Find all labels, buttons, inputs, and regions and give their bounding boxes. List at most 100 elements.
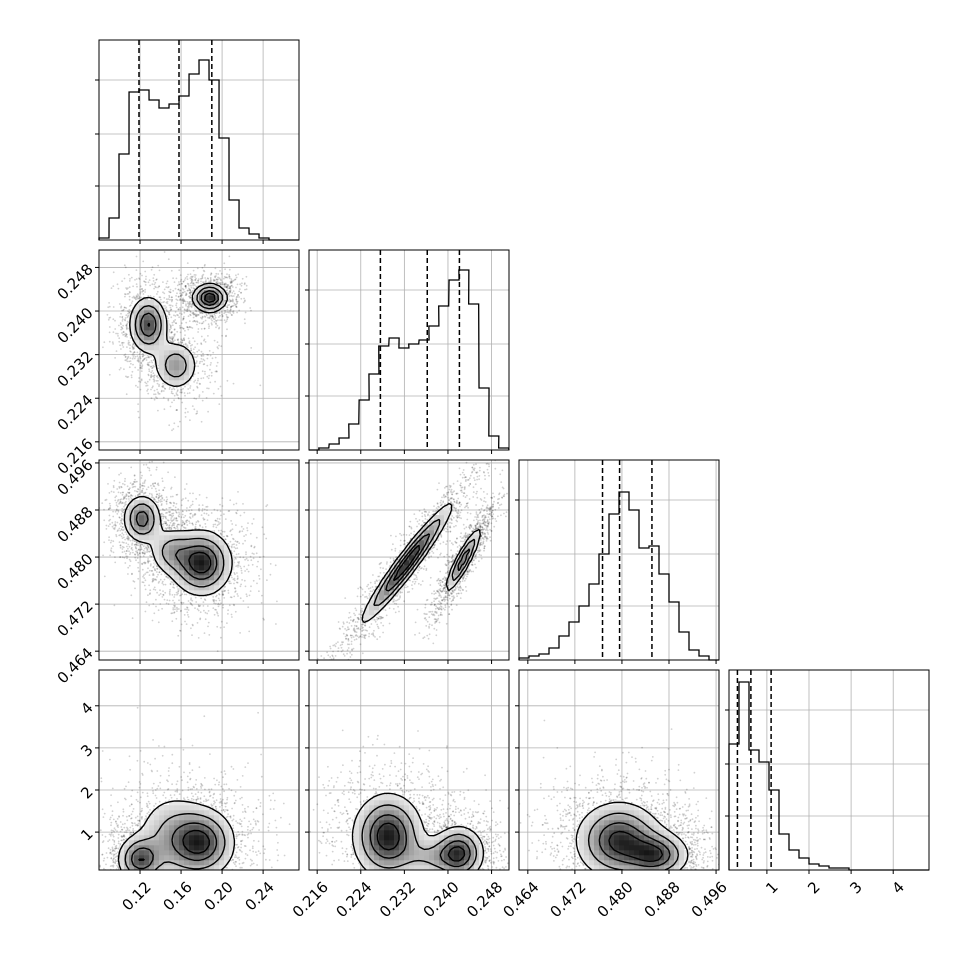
sample-point — [142, 561, 145, 564]
density-cell — [149, 335, 155, 341]
sample-point — [185, 483, 188, 485]
sample-point — [173, 517, 176, 520]
sample-point — [210, 374, 213, 377]
sample-point — [164, 307, 167, 310]
density-cell — [199, 305, 205, 311]
sample-point — [129, 539, 132, 542]
sample-point — [191, 599, 194, 602]
sample-point — [226, 285, 229, 288]
sample-point — [121, 522, 123, 525]
sample-point — [183, 590, 185, 593]
sample-point — [126, 491, 129, 494]
sample-point — [133, 474, 136, 477]
sample-point — [150, 268, 153, 271]
sample-point — [235, 303, 238, 306]
density-cell — [154, 315, 160, 321]
sample-point — [160, 503, 163, 505]
sample-point — [183, 339, 186, 341]
sample-point — [133, 351, 136, 354]
sample-point — [188, 326, 191, 329]
sample-point — [108, 508, 110, 511]
sample-point — [206, 364, 209, 367]
sample-point — [212, 315, 214, 318]
sample-point — [200, 420, 203, 423]
sample-point — [119, 534, 122, 536]
sample-point — [175, 511, 178, 514]
sample-point — [153, 497, 156, 500]
sample-point — [122, 529, 124, 532]
sample-point — [246, 568, 248, 571]
sample-point — [265, 505, 268, 508]
sample-point — [119, 499, 122, 501]
sample-point — [105, 524, 108, 527]
sample-point — [174, 322, 177, 324]
sample-point — [243, 283, 246, 286]
sample-point — [174, 608, 176, 611]
sample-point — [148, 574, 151, 576]
sample-point — [192, 311, 195, 314]
sample-point — [120, 485, 122, 488]
sample-point — [218, 603, 221, 606]
sample-point — [200, 335, 203, 338]
sample-point — [183, 614, 186, 616]
sample-point — [216, 612, 219, 615]
sample-point — [165, 298, 168, 301]
sample-point — [259, 556, 261, 559]
sample-point — [156, 290, 159, 293]
sample-point — [134, 481, 137, 483]
sample-point — [183, 337, 185, 339]
sample-point — [156, 591, 159, 594]
sample-point — [237, 595, 239, 597]
sample-point — [163, 297, 166, 299]
density-cell — [139, 345, 145, 351]
sample-point — [142, 359, 144, 362]
sample-point — [247, 522, 249, 524]
sample-point — [126, 288, 128, 290]
sample-point — [230, 294, 233, 297]
sample-point — [179, 295, 182, 298]
sample-point — [169, 326, 172, 328]
sample-point — [112, 343, 114, 345]
sample-point — [190, 603, 192, 605]
sample-point — [194, 346, 197, 349]
sample-point — [172, 428, 175, 430]
sample-point — [177, 608, 180, 610]
sample-point — [247, 606, 250, 609]
sample-point — [180, 391, 183, 393]
density-cell — [214, 290, 220, 296]
density-cell — [154, 350, 160, 356]
sample-point — [169, 288, 172, 291]
sample-point — [215, 319, 217, 322]
sample-point — [137, 488, 140, 491]
sample-point — [229, 287, 232, 289]
sample-point — [104, 499, 107, 502]
sample-point — [199, 524, 201, 526]
sample-point — [189, 387, 192, 389]
sample-point — [206, 387, 209, 390]
sample-point — [108, 305, 111, 308]
sample-point — [240, 567, 243, 570]
sample-point — [170, 308, 173, 311]
sample-point — [153, 375, 155, 377]
sample-point — [211, 323, 213, 326]
sample-point — [194, 274, 197, 276]
sample-point — [200, 328, 203, 330]
sample-point — [179, 298, 182, 301]
density-cell — [179, 360, 185, 366]
sample-point — [181, 341, 184, 344]
sample-point — [145, 275, 147, 278]
sample-point — [193, 397, 196, 400]
sample-point — [141, 563, 144, 566]
sample-point — [169, 337, 172, 340]
sample-point — [217, 282, 219, 285]
sample-point — [210, 512, 213, 514]
sample-point — [210, 371, 213, 374]
sample-point — [102, 346, 104, 349]
density-cell — [144, 320, 150, 326]
sample-point — [146, 571, 149, 574]
sample-point — [237, 294, 240, 296]
sample-point — [223, 284, 226, 287]
sample-point — [179, 629, 181, 632]
sample-point — [230, 305, 233, 308]
